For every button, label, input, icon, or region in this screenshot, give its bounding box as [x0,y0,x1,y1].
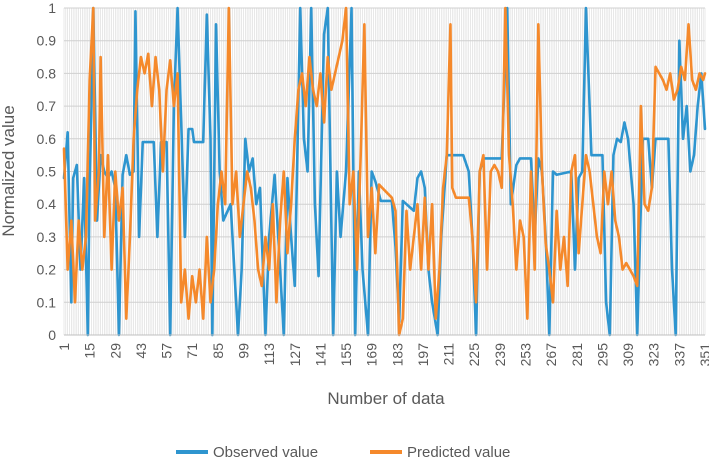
x-tick-label: 15 [82,343,98,359]
x-tick-label: 351 [697,343,709,367]
series-layer [62,6,707,337]
y-tick-label: 0.3 [37,229,57,245]
x-tick-label: 253 [518,343,534,367]
y-tick-label: 0.7 [37,98,57,114]
x-tick-label: 267 [543,343,559,367]
y-tick-label: 1 [48,0,56,16]
y-tick-label: 0.2 [37,262,57,278]
x-tick-label: 155 [338,343,354,367]
x-tick-label: 57 [159,343,175,359]
legend-label-observed: Observed value [213,444,318,459]
x-tick-label: 225 [466,343,482,367]
x-tick-label: 141 [312,343,328,367]
x-tick-label: 337 [671,343,687,367]
x-tick-label: 113 [261,343,277,366]
y-tick-label: 0 [48,327,56,343]
x-tick-label: 127 [287,343,303,367]
y-tick-label: 0.6 [37,131,57,147]
x-tick-label: 29 [107,343,123,359]
y-axis: 0 0.1 0.2 0.3 0.4 0.5 0.6 0.7 0.8 0.9 1 [37,0,57,343]
x-tick-label: 211 [441,343,457,366]
x-tick-label: 183 [389,343,405,367]
y-tick-label: 0.1 [37,294,57,310]
y-tick-label: 0.8 [37,65,57,81]
x-tick-label: 295 [594,343,610,367]
y-tick-label: 0.4 [37,196,57,212]
legend: Observed value Predicted value [176,444,510,459]
x-tick-label: 99 [235,343,251,359]
x-tick-label: 239 [492,343,508,367]
x-axis: 1 15 29 43 57 71 85 99 113 127 141 155 169 183 197 211 2… [56,334,709,367]
x-tick-label: 169 [364,343,380,367]
y-axis-title: Normalized value [0,105,18,236]
x-tick-label: 1 [56,343,72,351]
x-tick-label: 43 [133,343,149,359]
y-tick-label: 0.9 [37,33,57,49]
x-tick-label: 71 [184,343,200,359]
legend-label-predicted: Predicted value [407,444,510,459]
x-tick-label: 85 [210,343,226,359]
x-axis-title: Number of data [327,389,445,408]
x-tick-label: 281 [569,343,585,367]
x-tick-label: 323 [646,343,662,367]
series-line-predicted [62,6,707,337]
x-tick-label: 309 [620,343,636,367]
y-tick-label: 0.5 [37,164,57,180]
x-tick-label: 197 [415,343,431,367]
